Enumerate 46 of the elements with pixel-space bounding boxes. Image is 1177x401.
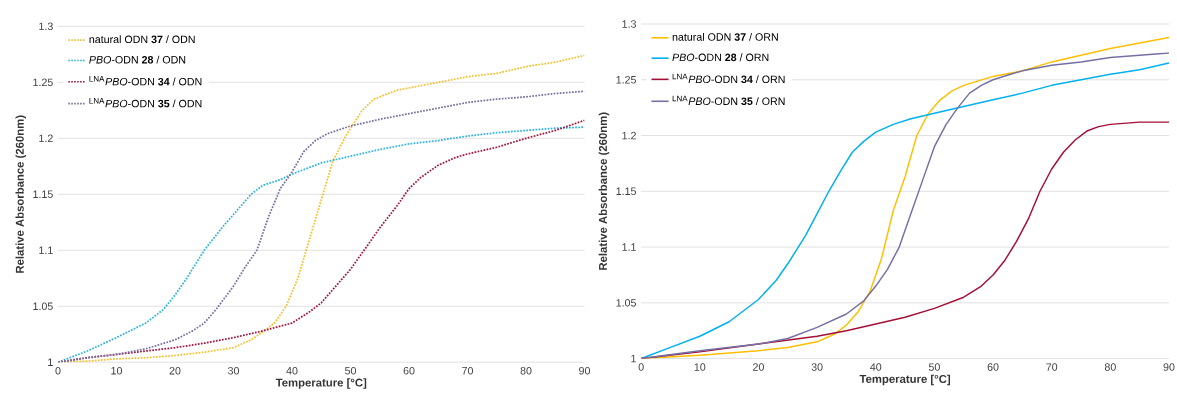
x-tick-label: 40 [286,366,298,375]
y-tick-label: 1.15 [33,190,53,198]
y-tick-label: 1.2 [622,131,636,140]
x-tick-label: 50 [928,363,940,371]
x-tick-label: 80 [1104,363,1116,371]
x-tick-label: 50 [344,366,357,375]
legend-label: $^{LNA}$PBO-ODN 34 / ORN [672,73,785,83]
y-tick-label: 1.15 [616,187,636,195]
x-tick-label: 10 [694,363,706,371]
y-axis-title: Relative Absorbance (260nm) [598,112,610,270]
x-axis-title: Temperature [°C] [859,374,951,386]
x-tick-label: 30 [227,366,240,375]
x-tick-label: 40 [870,363,882,371]
y-tick-label: 1 [48,358,53,366]
y-tick-label: 1.25 [616,75,636,84]
x-tick-label: 90 [579,366,591,375]
x-tick-label: 30 [811,363,823,371]
y-tick-label: 1.2 [39,134,53,142]
x-axis-title: Temperature [°C] [275,378,367,389]
y-tick-label: 1.3 [39,22,53,30]
x-tick-label: 90 [1163,363,1175,371]
legend-label: $^{LNA}$PBO-ODN 34 / ODN [89,75,202,86]
y-tick-label: 1.05 [33,302,53,310]
x-tick-label: 20 [169,366,181,375]
legend-label: natural ODN 37 / ORN [672,32,778,41]
x-tick-label: 70 [1046,363,1058,371]
x-tick-label: 0 [638,363,644,371]
x-tick-label: 80 [520,366,532,375]
y-tick-label: 1.1 [622,243,636,251]
y-tick-label: 1.3 [622,20,636,28]
y-tick-label: 1.1 [39,246,53,254]
x-tick-label: 0 [55,366,61,375]
legend-label: PBO-ODN 28 / ODN [89,55,186,64]
x-tick-label: 20 [753,363,764,371]
x-tick-label: 70 [462,366,474,375]
legend-label: $^{LNA}$PBO-ODN 35 / ORN [672,95,785,105]
x-tick-label: 10 [111,366,123,375]
x-tick-label: 60 [403,366,415,375]
legend-label: $^{LNA}$PBO-ODN 35 / ODN [89,97,202,108]
y-tick-label: 1.25 [33,78,53,86]
y-tick-label: 1.05 [616,298,636,307]
legend-label: PBO-ODN 28 / ORN [672,53,769,62]
y-axis-title: Relative Absorbance (260nm) [15,115,27,273]
x-tick-label: 60 [987,363,999,371]
legend-label: natural ODN 37 / ODN [89,35,195,44]
y-tick-label: 1 [631,354,636,363]
